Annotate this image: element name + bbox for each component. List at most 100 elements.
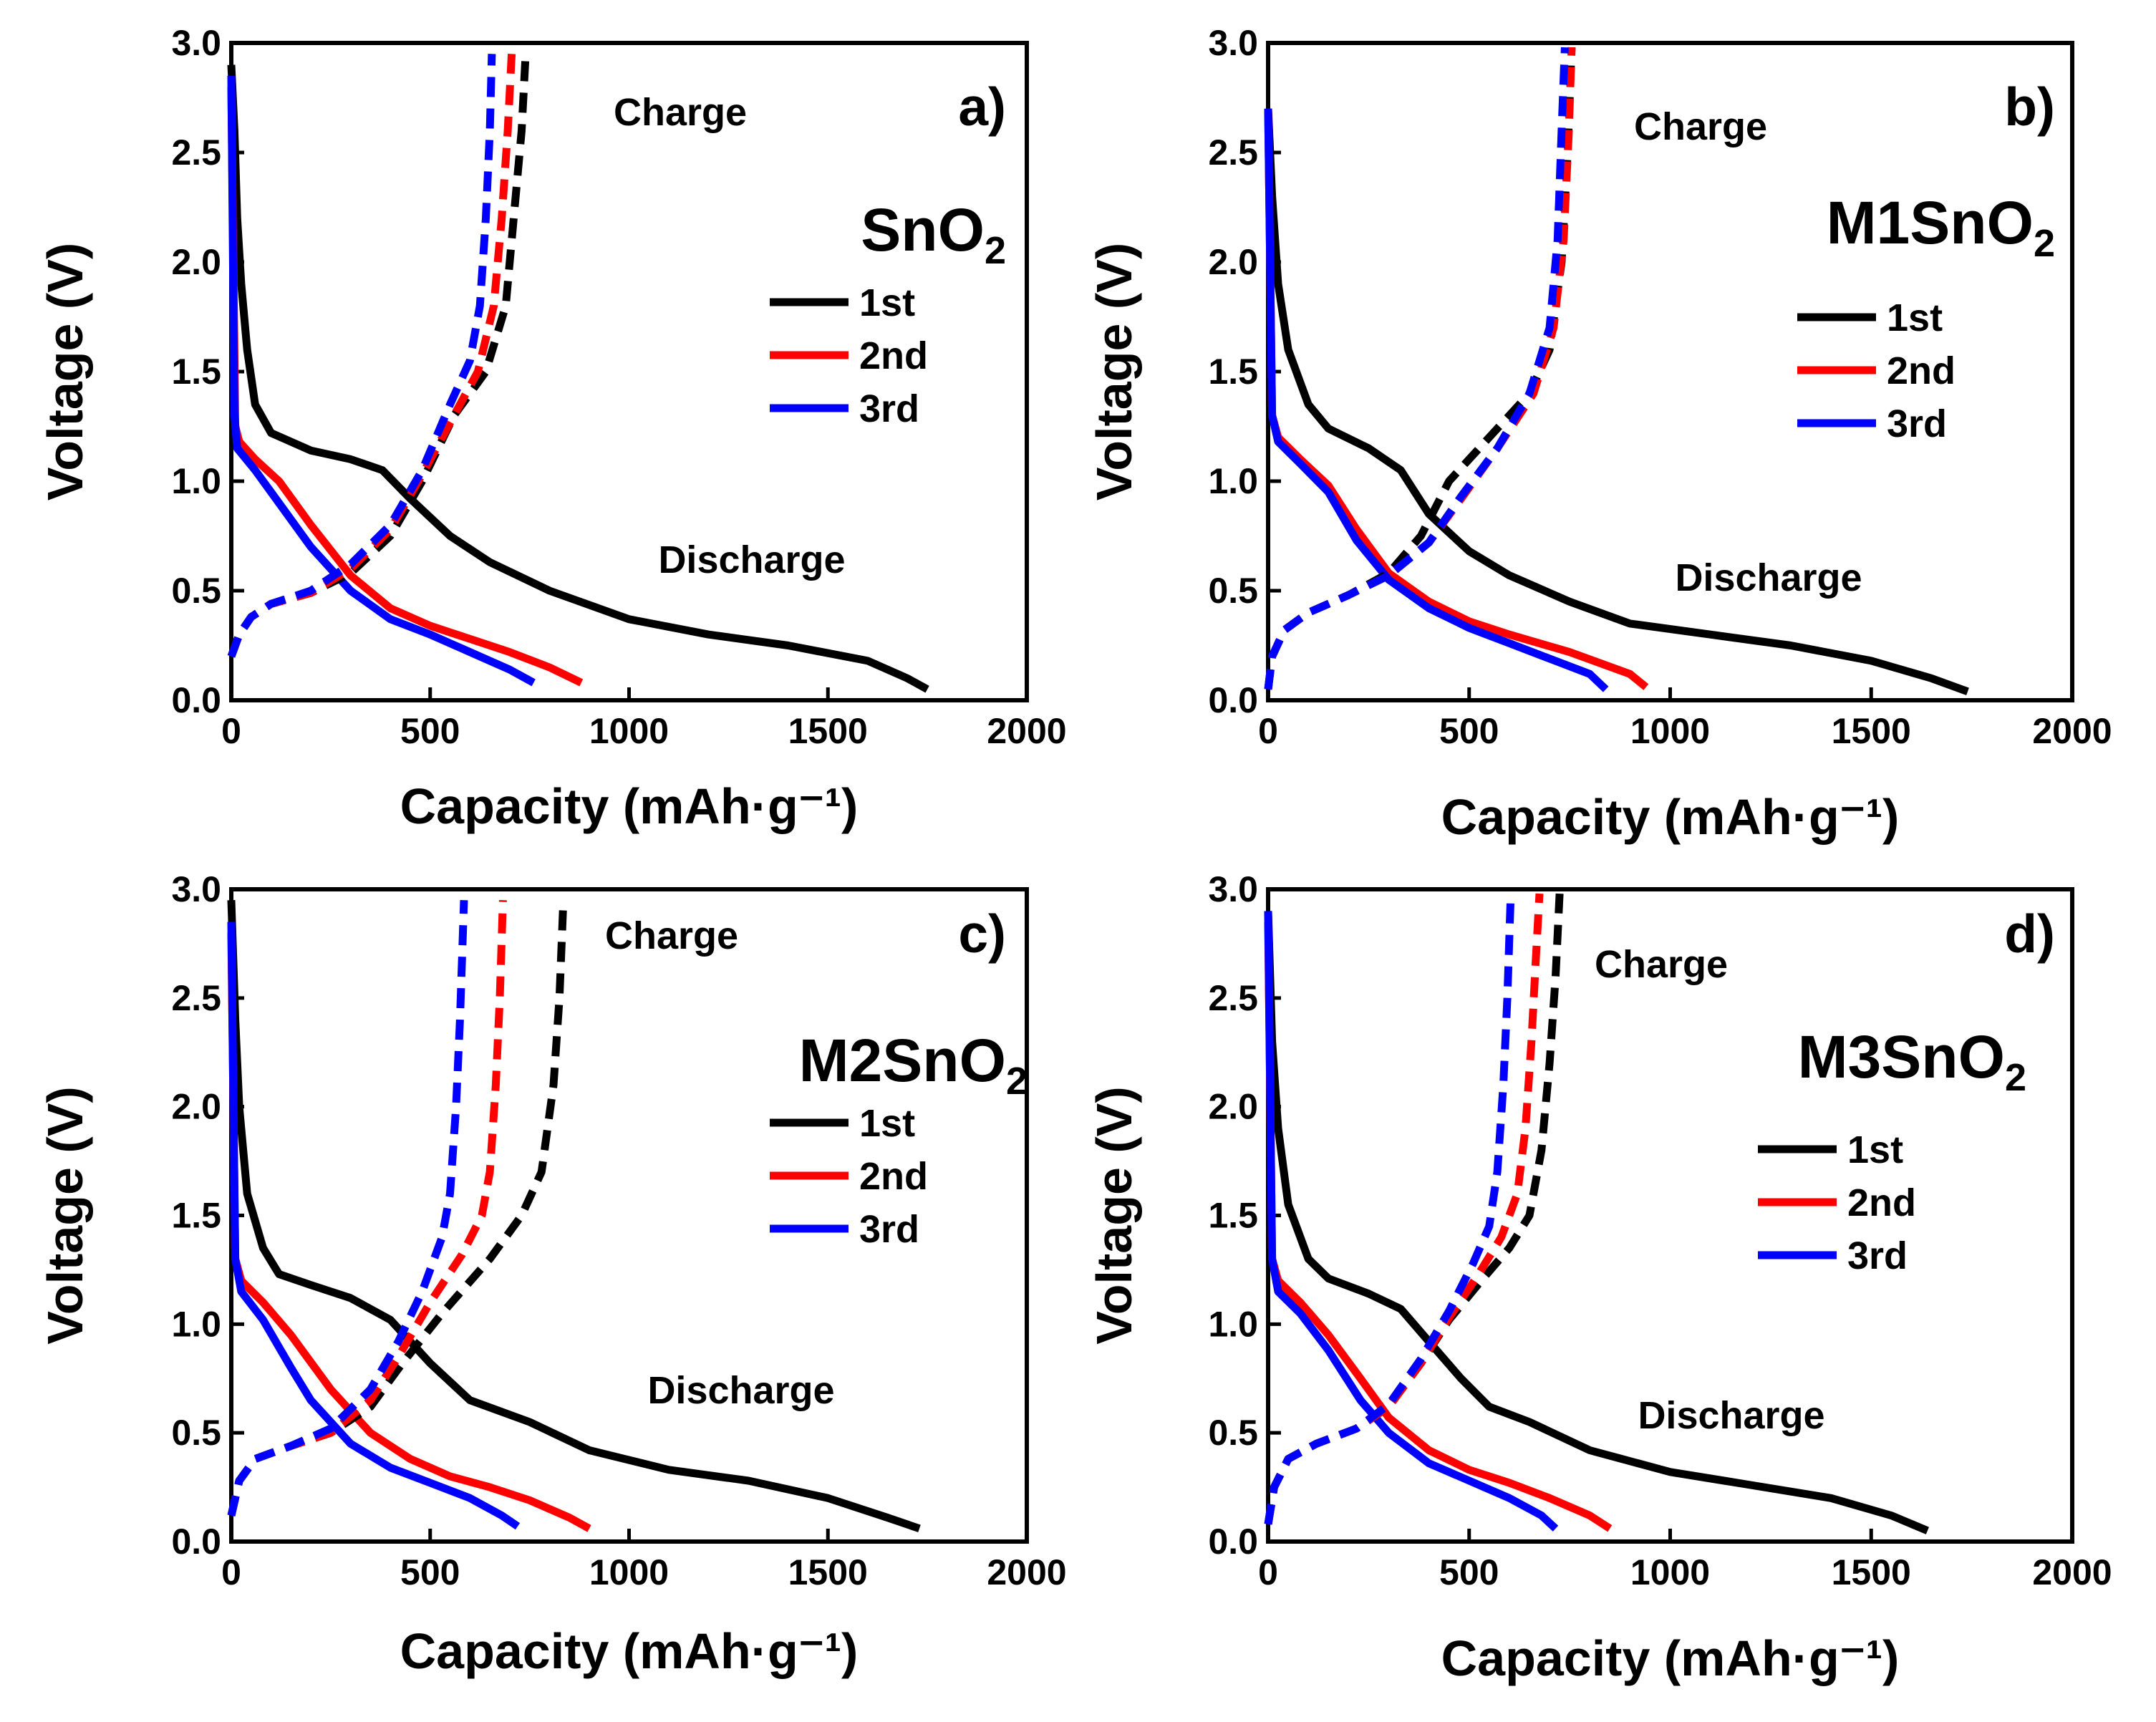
sample-name: SnO2: [861, 196, 1006, 272]
panel-label: c): [958, 904, 1006, 964]
x-axis-title: Capacity (mAh·g⁻¹): [1441, 1630, 1900, 1686]
series-2nd-discharge-curve: [227, 87, 584, 687]
x-tick-label: 2000: [2032, 1552, 2112, 1592]
legend-label-1st: 1st: [859, 281, 915, 324]
sample-name-base: M2SnO: [799, 1027, 1006, 1094]
y-tick-label: 3.0: [1208, 23, 1258, 63]
y-tick-label: 2.0: [171, 1087, 221, 1127]
sample-name-subscript: 2: [1006, 1060, 1028, 1103]
series-3rd-charge-curve: [1264, 900, 1515, 1525]
y-tick-label: 0.0: [171, 680, 221, 720]
series-1st-discharge-curve: [1264, 108, 1969, 695]
series-3rd-discharge-curve: [227, 922, 521, 1530]
x-axis-title: Capacity (mAh·g⁻¹): [1441, 789, 1900, 845]
chart-panel-1: 0 500 1000 1500 2000 0.0 0.5 1.0 1.5 2.0 2.5 3.0 Cap…: [37, 23, 1067, 834]
x-tick-label: 0: [221, 1552, 241, 1592]
x-tick-label: 2000: [987, 711, 1066, 751]
x-tick-label: 0: [1258, 1552, 1278, 1592]
chart-panel-3: 0 500 1000 1500 2000 0.0 0.5 1.0 1.5 2.0 2.5 3.0 Cap…: [37, 869, 1067, 1679]
y-tick-label: 2.5: [1208, 132, 1258, 173]
x-tick-label: 1500: [788, 711, 868, 751]
legend-label-2nd: 2nd: [1887, 349, 1956, 392]
legend-label-2nd: 2nd: [859, 1155, 928, 1198]
y-axis-title: Voltage (V): [37, 1086, 93, 1344]
charge-annotation: Charge: [1634, 105, 1767, 148]
legend-label-3rd: 3rd: [1847, 1234, 1908, 1277]
chart-panel-2: 0 500 1000 1500 2000 0.0 0.5 1.0 1.5 2.0 2.5 3.0 Cap…: [1086, 23, 2112, 845]
x-tick-label: 1000: [1630, 711, 1710, 751]
y-tick-label: 0.5: [1208, 1413, 1258, 1453]
y-tick-label: 1.0: [1208, 1304, 1258, 1344]
x-tick-label: 1500: [1832, 1552, 1911, 1592]
legend-label-3rd: 3rd: [859, 1208, 919, 1251]
y-tick-label: 0.0: [171, 1522, 221, 1562]
sample-name: M2SnO2: [799, 1027, 1028, 1103]
x-tick-label: 0: [221, 711, 241, 751]
legend-label-3rd: 3rd: [1887, 402, 1947, 445]
x-tick-label: 0: [1258, 711, 1278, 751]
y-tick-label: 1.0: [1208, 461, 1258, 501]
y-tick-label: 2.5: [171, 132, 221, 173]
y-axis-title: Voltage (V): [1086, 1086, 1142, 1344]
x-tick-label: 2000: [2032, 711, 2112, 751]
legend-label-3rd: 3rd: [859, 387, 919, 430]
x-tick-label: 1000: [589, 1552, 669, 1592]
y-tick-label: 0.5: [171, 571, 221, 611]
x-tick-label: 1000: [1630, 1552, 1710, 1592]
legend-label-1st: 1st: [859, 1102, 915, 1145]
series-1st-charge-curve: [227, 54, 530, 658]
legend-label-2nd: 2nd: [859, 334, 928, 377]
sample-name-base: M3SnO: [1798, 1023, 2005, 1090]
y-tick-label: 0.5: [171, 1413, 221, 1453]
sample-name-base: M1SnO: [1827, 189, 2034, 256]
sample-name-subscript: 2: [2005, 1056, 2026, 1099]
y-axis-title: Voltage (V): [37, 243, 93, 500]
series-2nd-charge-curve: [227, 54, 516, 658]
panel-label: a): [958, 77, 1006, 137]
y-tick-label: 2.5: [171, 978, 221, 1018]
sample-name-base: SnO: [861, 196, 985, 263]
legend-label-1st: 1st: [1847, 1128, 1903, 1171]
sample-name-subscript: 2: [985, 229, 1006, 272]
series-1st-charge-curve: [227, 899, 568, 1517]
x-tick-label: 500: [1439, 1552, 1499, 1592]
y-tick-label: 3.0: [1208, 869, 1258, 909]
discharge-annotation: Discharge: [658, 538, 845, 581]
series-2nd-discharge-curve: [227, 932, 591, 1532]
series-3rd-charge-curve: [1264, 47, 1569, 690]
series-3rd-discharge-curve: [1264, 108, 1609, 692]
chart-panel-4: 0 500 1000 1500 2000 0.0 0.5 1.0 1.5 2.0 2.5 3.0 Cap…: [1086, 869, 2112, 1686]
y-tick-label: 1.5: [1208, 352, 1258, 392]
y-tick-label: 3.0: [171, 869, 221, 909]
y-tick-label: 1.5: [171, 352, 221, 392]
x-tick-label: 500: [1439, 711, 1499, 751]
series-3rd-charge-curve: [227, 900, 468, 1517]
plot-frame: [1266, 887, 2074, 1544]
x-axis-title: Capacity (mAh·g⁻¹): [400, 778, 859, 834]
y-tick-label: 1.5: [171, 1196, 221, 1236]
y-tick-label: 2.0: [171, 242, 221, 282]
series-3rd-discharge-curve: [227, 75, 536, 687]
x-tick-label: 500: [400, 711, 460, 751]
discharge-annotation: Discharge: [1638, 1394, 1824, 1437]
y-tick-label: 1.5: [1208, 1196, 1258, 1236]
x-tick-label: 1500: [1832, 711, 1911, 751]
discharge-annotation: Discharge: [1675, 556, 1862, 599]
series-3rd-charge-curve: [227, 54, 496, 658]
panel-label: b): [2004, 77, 2055, 137]
y-tick-label: 0.0: [1208, 1522, 1258, 1562]
y-tick-label: 0.5: [1208, 571, 1258, 611]
sample-name: M1SnO2: [1827, 189, 2055, 265]
series-1st-discharge-curve: [1264, 911, 1930, 1534]
charge-annotation: Charge: [614, 91, 747, 134]
x-tick-label: 1000: [589, 711, 669, 751]
x-tick-label: 1500: [788, 1552, 868, 1592]
charge-annotation: Charge: [1595, 943, 1728, 986]
y-tick-label: 2.5: [1208, 978, 1258, 1018]
legend-label-1st: 1st: [1887, 296, 1943, 339]
y-tick-label: 1.0: [171, 461, 221, 501]
x-tick-label: 2000: [987, 1552, 1066, 1592]
sample-name: M3SnO2: [1798, 1023, 2026, 1099]
discharge-annotation: Discharge: [647, 1369, 834, 1412]
